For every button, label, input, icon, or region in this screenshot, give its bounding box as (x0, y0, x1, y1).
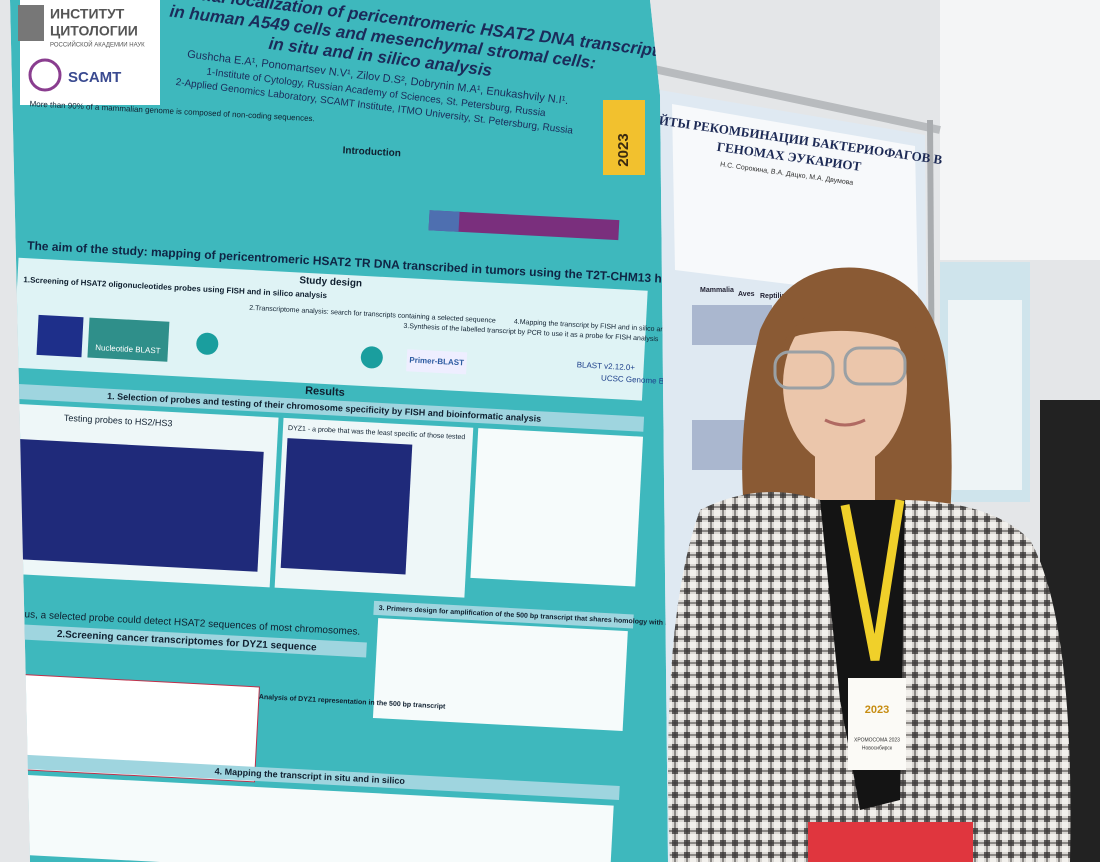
name-badge-event: ХРОМОСОМА 2023 (854, 737, 900, 743)
scamt: SCAMT (68, 69, 121, 86)
poster-3-body (948, 300, 1022, 490)
logo-icon (18, 5, 44, 41)
taxon: Reptilia (760, 293, 785, 300)
study-design: Study design (299, 275, 362, 289)
section-bar (10, 753, 620, 800)
lanyard (840, 499, 905, 661)
name-badge (848, 678, 906, 770)
logo-sub: РОССИЙСКОЙ АКАДЕМИИ НАУК (50, 41, 145, 49)
results: Results (305, 385, 345, 399)
fish-image (280, 438, 413, 575)
glasses (843, 346, 907, 386)
section-bar (10, 623, 367, 658)
poster-2-figure (692, 420, 752, 470)
tool-name: BLAST v2.12.0+ (576, 360, 635, 372)
window (940, 0, 1100, 260)
name-badge-city: Новосибирск (862, 745, 893, 751)
scamt-icon (28, 58, 62, 92)
logo-text: ИНСТИТУТ (50, 6, 125, 22)
notebook (808, 822, 973, 862)
mouth (824, 418, 866, 427)
poster-body: More than 90% of a mammalian genome is c… (10, 99, 668, 862)
study-design-panel (12, 257, 648, 401)
chromosome-diagram (428, 210, 620, 241)
tool-logo (406, 349, 468, 375)
badge (603, 100, 645, 175)
primer-table (372, 618, 628, 732)
taxon: Mammalia (700, 287, 734, 294)
fish-grid (12, 439, 264, 572)
tool-name: Primer-BLAST (409, 355, 464, 367)
badge-year: 2023 (615, 133, 632, 166)
poster-2-header (672, 104, 918, 300)
mapping-table (10, 773, 614, 862)
name-badge-year: 2023 (865, 704, 889, 716)
taxon: Aves (738, 291, 755, 298)
tool-name: Nucleotide BLAST (95, 343, 161, 355)
intro-heading: Introduction (342, 145, 401, 159)
glasses (773, 350, 835, 390)
section-bar (14, 383, 645, 432)
logo-text: ЦИТОЛОГИИ (50, 23, 138, 39)
fringe (785, 294, 925, 360)
person: 2023 ХРОМОСОМА 2023 Новосибирск (668, 267, 1071, 862)
chromosome-diagram (428, 210, 460, 232)
face (783, 303, 907, 467)
tool-logo (87, 317, 170, 362)
section-bar (373, 600, 634, 629)
fish-image (36, 314, 84, 358)
arrow-icon (360, 346, 383, 369)
blast-table (470, 428, 644, 587)
sequence-box (10, 673, 260, 783)
arrow-icon (196, 332, 219, 355)
